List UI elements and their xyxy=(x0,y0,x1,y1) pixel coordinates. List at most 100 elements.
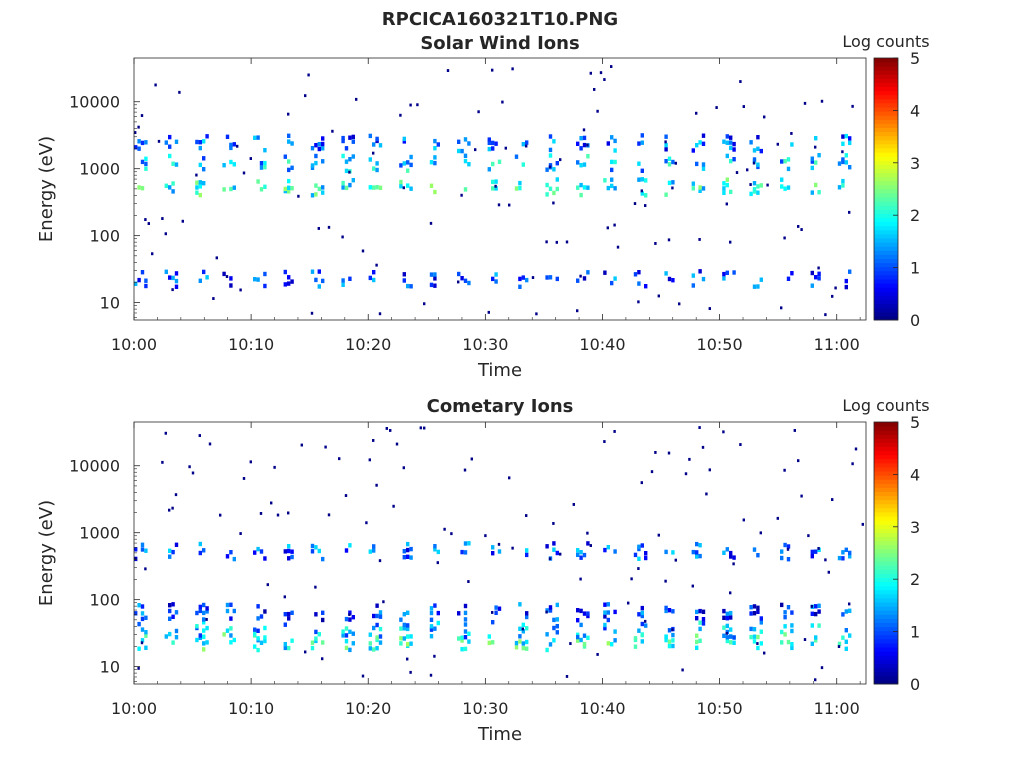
solar-wind-heatmap-cell xyxy=(756,190,760,195)
solar-wind-heatmap-cell xyxy=(817,276,821,281)
solar-wind-heatmap-cell xyxy=(667,156,672,161)
cometary-heatmap-cell xyxy=(705,492,708,496)
solar-wind-x-tick-label: 10:50 xyxy=(697,335,743,354)
solar-wind-heatmap-cell xyxy=(232,142,236,147)
solar-wind-heatmap-cell xyxy=(287,133,291,138)
cometary-heatmap-cell xyxy=(817,547,820,550)
cometary-colorbar-swatch xyxy=(874,458,898,464)
cometary-heatmap-cell xyxy=(644,623,648,628)
cometary-colorbar-swatch xyxy=(874,602,898,607)
solar-wind-heatmap-cell xyxy=(783,236,786,240)
cometary-heatmap-cell xyxy=(844,547,848,552)
cometary-heatmap-cell xyxy=(841,550,845,555)
solar-wind-heatmap-cell xyxy=(317,142,321,147)
solar-wind-heatmap-cell xyxy=(433,189,437,195)
solar-wind-heatmap-cell xyxy=(378,312,382,316)
solar-wind-heatmap-cell xyxy=(691,148,695,153)
cometary-heatmap-cell xyxy=(321,610,325,615)
cometary-heatmap-cell xyxy=(144,567,147,571)
cometary-heatmap-cell xyxy=(780,629,784,635)
cometary-heatmap-cell xyxy=(429,606,434,611)
solar-wind-heatmap-cell xyxy=(494,184,497,188)
cometary-heatmap-cell xyxy=(372,548,376,553)
solar-wind-heatmap-cell xyxy=(348,182,352,188)
solar-wind-heatmap-cell xyxy=(242,171,246,175)
solar-wind-colorbar-swatch xyxy=(874,139,898,145)
solar-wind-colorbar-tick-label: 4 xyxy=(910,101,920,120)
solar-wind-heatmap-cell xyxy=(134,281,138,286)
cometary-heatmap-cell xyxy=(317,632,321,637)
solar-wind-heatmap-cell xyxy=(756,184,760,189)
cometary-heatmap-cell xyxy=(552,541,556,546)
solar-wind-heatmap-cell xyxy=(548,134,553,139)
solar-wind-colorbar-swatch xyxy=(874,303,898,309)
cometary-heatmap-cell xyxy=(314,545,318,550)
solar-wind-colorbar-swatch xyxy=(874,270,898,276)
cometary-heatmap-cell xyxy=(436,561,439,565)
solar-wind-heatmap-cell xyxy=(446,69,450,72)
cometary-heatmap-cell xyxy=(576,548,580,553)
solar-wind-heatmap-cell xyxy=(752,161,756,165)
cometary-heatmap-cell xyxy=(814,638,818,643)
cometary-heatmap-cell xyxy=(827,570,830,574)
cometary-heatmap-cell xyxy=(848,633,852,638)
cometary-heatmap-cell xyxy=(361,674,365,678)
solar-wind-heatmap-cell xyxy=(752,181,757,186)
solar-wind-heatmap-cell xyxy=(644,284,648,289)
solar-wind-heatmap-cell xyxy=(664,140,667,144)
cometary-colorbar-swatch xyxy=(874,528,898,533)
solar-wind-heatmap-cell xyxy=(814,182,818,188)
cometary-heatmap-cell xyxy=(402,622,406,628)
solar-wind-heatmap-cell xyxy=(351,178,355,183)
cometary-heatmap-cell xyxy=(786,605,791,610)
cometary-heatmap-cell xyxy=(283,642,287,647)
cometary-heatmap-cell xyxy=(253,627,257,632)
solar-wind-heatmap-cell xyxy=(287,185,291,190)
solar-wind-heatmap-cell xyxy=(671,278,675,283)
solar-wind-heatmap-cell xyxy=(433,276,437,281)
solar-wind-heatmap-cell xyxy=(406,160,410,165)
cometary-heatmap-cell xyxy=(695,633,699,638)
cometary-heatmap-cell xyxy=(378,640,383,645)
cometary-heatmap-cell xyxy=(664,605,668,611)
solar-wind-heatmap-cell xyxy=(735,171,739,174)
solar-wind-heatmap-cell xyxy=(759,183,763,188)
solar-wind-heatmap-cell xyxy=(137,185,141,190)
solar-wind-panel: Solar Wind Ions Log counts Time Energy (… xyxy=(36,32,930,381)
solar-wind-heatmap-cell xyxy=(222,187,226,192)
solar-wind-heatmap-cell xyxy=(195,185,199,190)
cometary-heatmap-cell xyxy=(525,614,529,620)
cometary-x-tick-label: 10:50 xyxy=(697,699,743,718)
solar-wind-colorbar-swatch xyxy=(874,131,898,137)
solar-wind-heatmap-cell xyxy=(565,240,569,244)
cometary-heatmap-cell xyxy=(399,626,403,631)
cometary-colorbar-swatch xyxy=(874,618,898,623)
solar-wind-heatmap-cell xyxy=(144,166,148,171)
cometary-heatmap-cell xyxy=(436,549,440,555)
cometary-heatmap-cell xyxy=(552,638,556,643)
cometary-heatmap-cell xyxy=(406,610,410,615)
cometary-heatmap-cell xyxy=(168,603,172,608)
cometary-colorbar-swatch xyxy=(874,503,898,509)
solar-wind-heatmap-cell xyxy=(491,179,495,185)
cometary-heatmap-cell xyxy=(351,615,355,620)
cometary-heatmap-cell xyxy=(671,638,675,643)
cometary-heatmap-cell xyxy=(545,608,549,613)
cometary-heatmap-cell xyxy=(195,637,199,643)
cometary-heatmap-cell xyxy=(650,470,654,474)
cometary-heatmap-cell xyxy=(263,609,267,614)
solar-wind-x-tick-label: 10:00 xyxy=(111,335,157,354)
solar-wind-heatmap-cell xyxy=(195,180,199,185)
solar-wind-heatmap-cell xyxy=(671,159,675,165)
solar-wind-heatmap-cell xyxy=(610,167,614,173)
cometary-heatmap-cell xyxy=(586,611,590,616)
cometary-heatmap-cell xyxy=(552,547,556,552)
solar-wind-heatmap-cell xyxy=(222,271,226,277)
solar-wind-heatmap-cell xyxy=(174,284,179,289)
cometary-heatmap-cell xyxy=(729,640,733,645)
solar-wind-heatmap-cell xyxy=(239,288,242,292)
solar-wind-heatmap-cell xyxy=(321,185,325,190)
solar-wind-heatmap-cell xyxy=(548,165,552,169)
cometary-heatmap-cell xyxy=(603,614,607,619)
